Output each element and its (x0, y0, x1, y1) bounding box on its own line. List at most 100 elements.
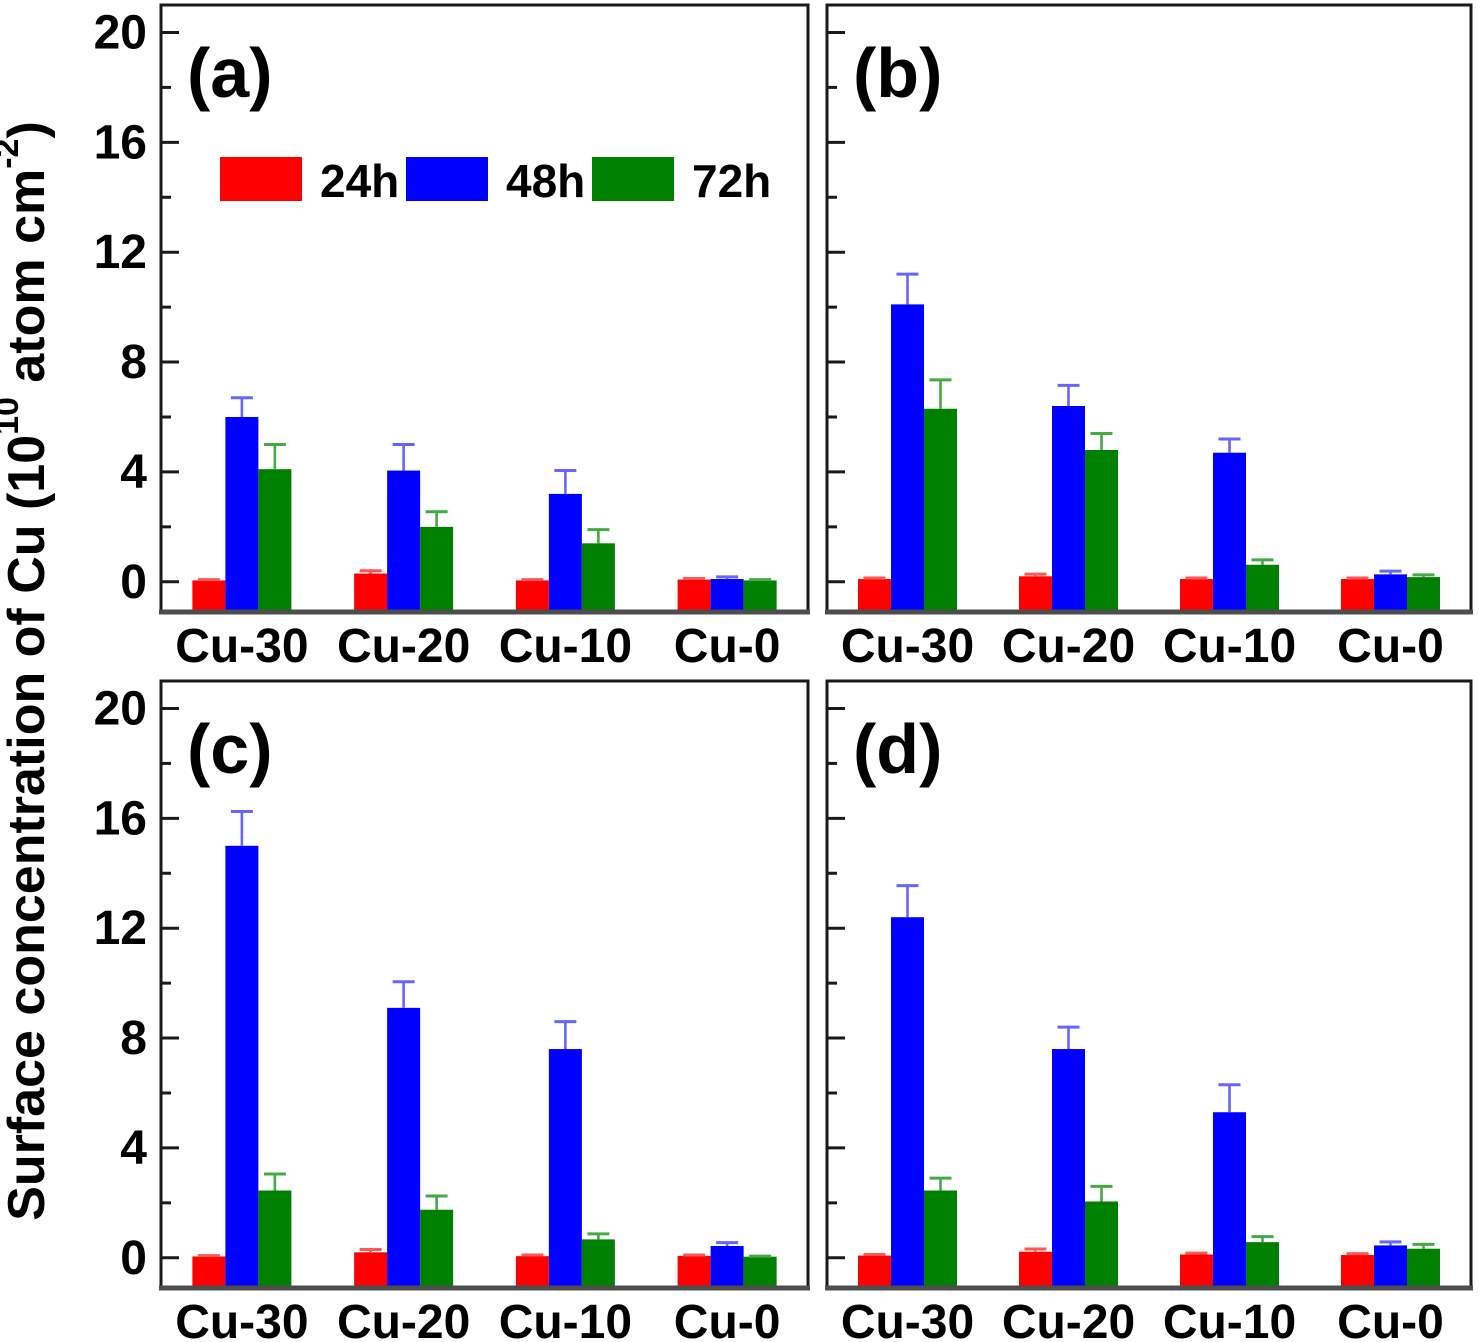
panel-d-errorbar-24h-cu-20 (1024, 1247, 1047, 1252)
panel-c-xlabel-cu-0: Cu-0 (674, 1296, 781, 1342)
panel-d-errorbar-72h-cu-20 (1090, 1184, 1113, 1202)
panel-b: Cu-30 Cu-20 Cu-10 Cu-0 (b) (825, 3, 1473, 673)
panel-d-bar-24h-cu-10 (1180, 1254, 1213, 1287)
panel-b-bar-48h-cu-30 (891, 304, 924, 611)
y-axis-label-text: Surface concentration of Cu (1010 atom c… (0, 121, 56, 1221)
panel-c-bar-72h-cu-0 (743, 1256, 777, 1287)
panel-c-bar-24h-cu-20 (354, 1252, 388, 1287)
panel-c-bar-24h-cu-0 (677, 1255, 711, 1287)
panel-c-xlabel-cu-30: Cu-30 (175, 1296, 308, 1342)
panel-a-bar-24h-cu-0 (677, 579, 711, 611)
panel-a-errorbar-72h-cu-20 (425, 510, 448, 527)
panel-c-ytick-label-0: 0 (120, 1232, 147, 1285)
panel-a-bar-48h-cu-10 (548, 493, 582, 611)
panel-b-bar-24h-cu-30 (858, 579, 891, 611)
panel-c-bar-72h-cu-20 (420, 1209, 454, 1287)
panel-b-errorbar-48h-cu-10 (1218, 437, 1241, 453)
panel-d-bar-48h-cu-30 (891, 917, 924, 1287)
panel-b-errorbar-24h-cu-20 (1024, 572, 1047, 577)
panel-b-bar-24h-cu-0 (1341, 579, 1374, 611)
panel-a-ytick-label-12: 12 (94, 226, 147, 279)
panel-c-ytick-label-20: 20 (94, 682, 147, 735)
panel-a-errorbar-48h-cu-30 (230, 396, 253, 417)
panel-a-ytick-label-4: 4 (120, 446, 147, 499)
panel-d-xlabel-cu-0: Cu-0 (1337, 1296, 1444, 1342)
panel-c-errorbar-48h-cu-10 (554, 1020, 577, 1050)
panel-d: Cu-30 Cu-20 Cu-10 Cu-0 (d) (825, 679, 1473, 1342)
panel-b-xlabel-cu-30: Cu-30 (841, 620, 974, 673)
panel-b-errorbar-24h-cu-0 (1346, 576, 1369, 580)
panel-a-bar-72h-cu-10 (581, 543, 615, 611)
panel-a-ytick-label-20: 20 (94, 6, 147, 59)
panel-d-bar-24h-cu-20 (1019, 1251, 1052, 1287)
panel-a-errorbar-24h-cu-10 (521, 578, 544, 582)
legend-swatch-24h (220, 157, 302, 201)
panel-a-bar-24h-cu-30 (192, 580, 226, 611)
panel-a-bar-48h-cu-20 (387, 470, 421, 611)
panel-c: 0 4 8 12 16 20 Cu-30 Cu-20 Cu-10 Cu-0 (c) (94, 679, 810, 1342)
panel-a-errorbar-48h-cu-20 (392, 442, 415, 471)
panel-a-xlabel-cu-20: Cu-20 (337, 620, 470, 673)
panel-c-errorbar-48h-cu-20 (392, 980, 415, 1008)
panel-c-errorbar-72h-cu-20 (425, 1194, 448, 1210)
panel-a-ytick-label-8: 8 (120, 336, 147, 389)
panel-b-bar-72h-cu-30 (924, 408, 957, 611)
panel-b-errorbar-48h-cu-30 (896, 272, 919, 305)
panel-c-xlabel-cu-10: Cu-10 (499, 1296, 632, 1342)
panel-c-bar-72h-cu-10 (581, 1239, 615, 1287)
panel-c-bar-48h-cu-20 (387, 1007, 421, 1287)
panel-b-bar-24h-cu-20 (1019, 576, 1052, 611)
panel-b-errorbar-72h-cu-20 (1090, 431, 1113, 450)
panel-d-bar-48h-cu-0 (1374, 1245, 1407, 1287)
panel-a-errorbar-48h-cu-10 (554, 469, 577, 494)
panel-c-bar-48h-cu-10 (548, 1049, 582, 1287)
legend-swatch-48h (406, 157, 488, 201)
y-axis-label: Surface concentration of Cu (1010 atom c… (0, 121, 56, 1221)
panel-c-bar-72h-cu-30 (258, 1190, 292, 1287)
panel-b-errorbar-48h-cu-0 (1379, 569, 1402, 575)
panel-c-errorbar-48h-cu-0 (716, 1241, 739, 1246)
panel-c-ytick-label-4: 4 (120, 1122, 147, 1175)
panel-b-xlabel-cu-20: Cu-20 (1002, 620, 1135, 673)
panel-d-errorbar-48h-cu-0 (1379, 1240, 1402, 1246)
panel-b-errorbar-24h-cu-10 (1185, 576, 1208, 580)
panel-d-bar-48h-cu-20 (1052, 1049, 1085, 1287)
panel-c-ytick-label-12: 12 (94, 902, 147, 955)
panel-d-errorbar-72h-cu-10 (1251, 1235, 1274, 1243)
panel-d-errorbar-24h-cu-10 (1185, 1251, 1208, 1255)
panel-d-xlabel-cu-10: Cu-10 (1163, 1296, 1296, 1342)
panel-a-xlabel-cu-0: Cu-0 (674, 620, 781, 673)
panel-a-letter: (a) (187, 34, 273, 112)
panel-a-bar-24h-cu-10 (515, 580, 549, 611)
panel-d-errorbar-24h-cu-0 (1346, 1252, 1369, 1256)
panel-c-errorbar-24h-cu-20 (359, 1248, 382, 1253)
panel-a-errorbar-24h-cu-20 (359, 569, 382, 574)
panel-a-errorbar-24h-cu-0 (683, 576, 706, 580)
panel-d-bar-24h-cu-30 (858, 1255, 891, 1287)
panel-d-errorbar-72h-cu-0 (1412, 1242, 1435, 1249)
panel-a-errorbar-48h-cu-0 (716, 575, 739, 580)
panel-b-errorbar-72h-cu-0 (1412, 573, 1435, 578)
panel-c-xlabel-cu-20: Cu-20 (337, 1296, 470, 1342)
panel-d-bar-72h-cu-30 (924, 1190, 957, 1287)
panel-a-bar-72h-cu-0 (743, 580, 777, 611)
panel-b-bar-24h-cu-10 (1180, 579, 1213, 611)
panel-a-errorbar-72h-cu-0 (749, 578, 772, 582)
panel-b-bar-72h-cu-0 (1407, 577, 1440, 611)
panel-b-bar-48h-cu-20 (1052, 406, 1085, 611)
panel-a-bar-48h-cu-30 (225, 416, 259, 611)
panel-b-bar-72h-cu-20 (1085, 449, 1118, 611)
panel-c-errorbar-72h-cu-0 (749, 1254, 772, 1258)
panel-b-errorbar-72h-cu-30 (929, 378, 952, 409)
panel-a-bar-24h-cu-20 (354, 573, 388, 611)
panel-a-xlabel-cu-30: Cu-30 (175, 620, 308, 673)
panel-d-bar-48h-cu-10 (1213, 1112, 1246, 1287)
panel-d-letter: (d) (853, 710, 942, 788)
panel-c-ytick-label-16: 16 (94, 792, 147, 845)
legend-label-48h: 48h (506, 155, 585, 207)
panel-c-errorbar-72h-cu-30 (263, 1172, 286, 1191)
panel-c-bar-24h-cu-30 (192, 1256, 226, 1287)
panel-d-xlabel-cu-20: Cu-20 (1002, 1296, 1135, 1342)
legend-label-24h: 24h (320, 155, 399, 207)
